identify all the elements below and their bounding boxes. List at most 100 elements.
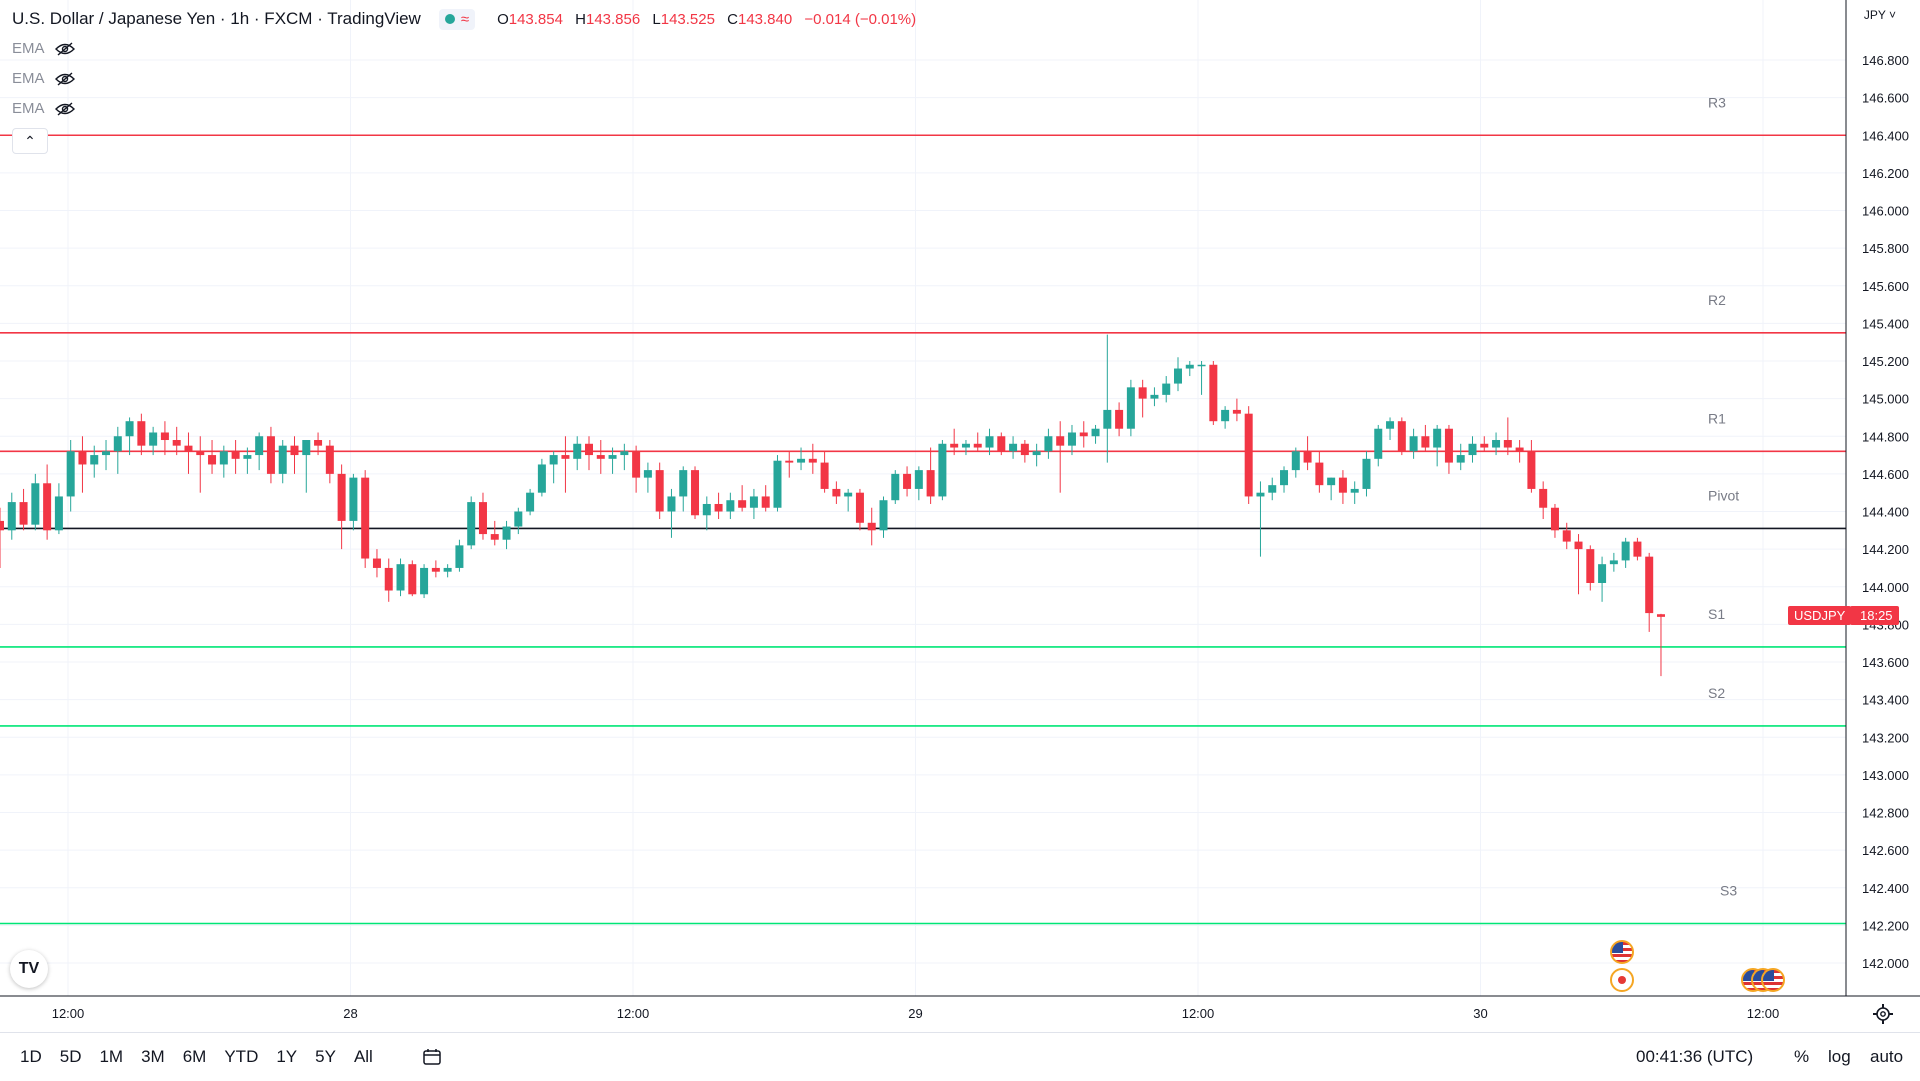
candle-body	[573, 443, 582, 459]
range-6m-button[interactable]: 6M	[182, 1047, 207, 1066]
us-flag-icon[interactable]	[1761, 968, 1785, 992]
candle-body	[596, 455, 605, 459]
indicator-ema-1[interactable]: EMA	[12, 40, 75, 57]
currency-selector[interactable]: JPY ˅	[1863, 8, 1896, 22]
candle-body	[620, 451, 629, 456]
range-3m-button[interactable]: 3M	[141, 1047, 165, 1066]
range-all-button[interactable]: All	[353, 1047, 373, 1066]
eye-hidden-icon[interactable]	[54, 71, 75, 86]
candle	[1503, 417, 1512, 456]
candle	[266, 426, 275, 484]
candle	[337, 464, 346, 550]
candle-body	[78, 451, 87, 465]
candle	[797, 447, 806, 471]
eye-hidden-icon[interactable]	[54, 41, 75, 56]
us-flag-icon[interactable]	[1610, 940, 1634, 964]
candle-body	[1020, 443, 1029, 456]
price-axis[interactable]: 146.800 146.600 146.400 146.200 146.000 145.8…	[1845, 0, 1909, 996]
level-label-pivot: Pivot	[1708, 487, 1739, 503]
candle-body	[832, 488, 841, 497]
candle	[643, 462, 652, 493]
tradingview-logo[interactable]: TV	[10, 950, 48, 988]
candle	[1515, 440, 1524, 463]
candle-body	[561, 455, 570, 459]
range-ytd-button[interactable]: YTD	[224, 1047, 259, 1066]
candle	[184, 432, 193, 474]
gear-icon[interactable]	[1872, 1003, 1894, 1025]
candle	[314, 432, 323, 456]
candle	[325, 440, 334, 484]
candle	[1609, 552, 1618, 572]
market-status[interactable]: ≈	[438, 8, 476, 30]
candle-body	[325, 445, 334, 474]
range-1m-button[interactable]: 1M	[99, 1047, 124, 1066]
candle	[844, 488, 853, 512]
candle-body	[208, 455, 217, 465]
candle-body	[467, 502, 476, 546]
bottom-toolbar: 1D 5D 1M 3M 6M YTD 1Y 5Y All 00:41:36 (U…	[0, 1032, 1920, 1081]
candle	[1209, 361, 1218, 425]
candle	[1174, 357, 1182, 392]
high-value: 143.856	[585, 10, 641, 28]
low-value: 143.525	[660, 10, 715, 28]
candle-body	[408, 564, 417, 595]
y-tick-label: 143.600	[1862, 655, 1909, 670]
candle-body	[372, 558, 381, 568]
candle	[1621, 537, 1630, 568]
level-label-r2: R2	[1708, 292, 1726, 308]
candle	[749, 488, 758, 520]
candle	[78, 436, 87, 493]
range-1y-button[interactable]: 1Y	[276, 1047, 298, 1066]
calendar-goto-icon[interactable]	[423, 1048, 443, 1066]
percent-toggle[interactable]: %	[1794, 1047, 1810, 1066]
candle-body	[985, 436, 994, 448]
candle-body	[1492, 440, 1501, 448]
candle	[66, 440, 75, 512]
indicator-ema-3[interactable]: EMA	[12, 100, 75, 117]
level-label-s2: S2	[1708, 685, 1725, 701]
event-marker-icon[interactable]	[1610, 968, 1634, 992]
y-tick-label: 146.200	[1862, 166, 1909, 181]
candle	[549, 451, 558, 484]
candle-body	[1244, 413, 1253, 497]
auto-toggle[interactable]: auto	[1870, 1047, 1904, 1066]
level-label-r1: R1	[1708, 410, 1726, 426]
utc-clock[interactable]: 00:41:36 (UTC)	[1636, 1047, 1754, 1066]
change-value: −0.014 (−0.01%)	[804, 10, 917, 28]
x-tick-label: 28	[343, 1006, 357, 1021]
candle	[290, 436, 299, 474]
candle-body	[1645, 556, 1654, 614]
candle-body	[655, 470, 664, 512]
candle	[1386, 417, 1395, 441]
candle	[537, 458, 546, 497]
candle-body	[1197, 364, 1206, 367]
candle	[396, 558, 405, 597]
candle-body	[1185, 364, 1194, 369]
range-1d-button[interactable]: 1D	[20, 1047, 42, 1066]
x-tick-label: 12:00	[1182, 1006, 1215, 1021]
range-5d-button[interactable]: 5D	[59, 1047, 82, 1066]
log-toggle[interactable]: log	[1828, 1047, 1851, 1066]
candle	[490, 520, 499, 546]
candle	[219, 445, 228, 478]
candle-body	[219, 451, 228, 465]
time-axis[interactable]: 12:002812:002912:003012:00Oct12:00412:00…	[0, 995, 1920, 1021]
candle-body	[196, 451, 205, 456]
candle-body	[643, 470, 652, 478]
candle-body	[1409, 436, 1418, 452]
collapse-legend-button[interactable]: ⌃	[12, 128, 48, 154]
eye-hidden-icon[interactable]	[54, 101, 75, 116]
candle	[1280, 466, 1289, 493]
symbol-title[interactable]: U.S. Dollar / Japanese Yen · 1h · FXCM ·…	[12, 9, 421, 28]
candle	[231, 440, 240, 474]
candle	[113, 426, 122, 474]
candle	[43, 464, 52, 540]
range-5y-button[interactable]: 5Y	[315, 1047, 336, 1066]
candle	[1056, 421, 1065, 493]
candle-body	[90, 455, 99, 465]
candle-body	[997, 436, 1006, 452]
candle-body	[820, 462, 829, 489]
indicator-ema-2[interactable]: EMA	[12, 70, 75, 87]
y-tick-label: 144.600	[1862, 467, 1909, 482]
